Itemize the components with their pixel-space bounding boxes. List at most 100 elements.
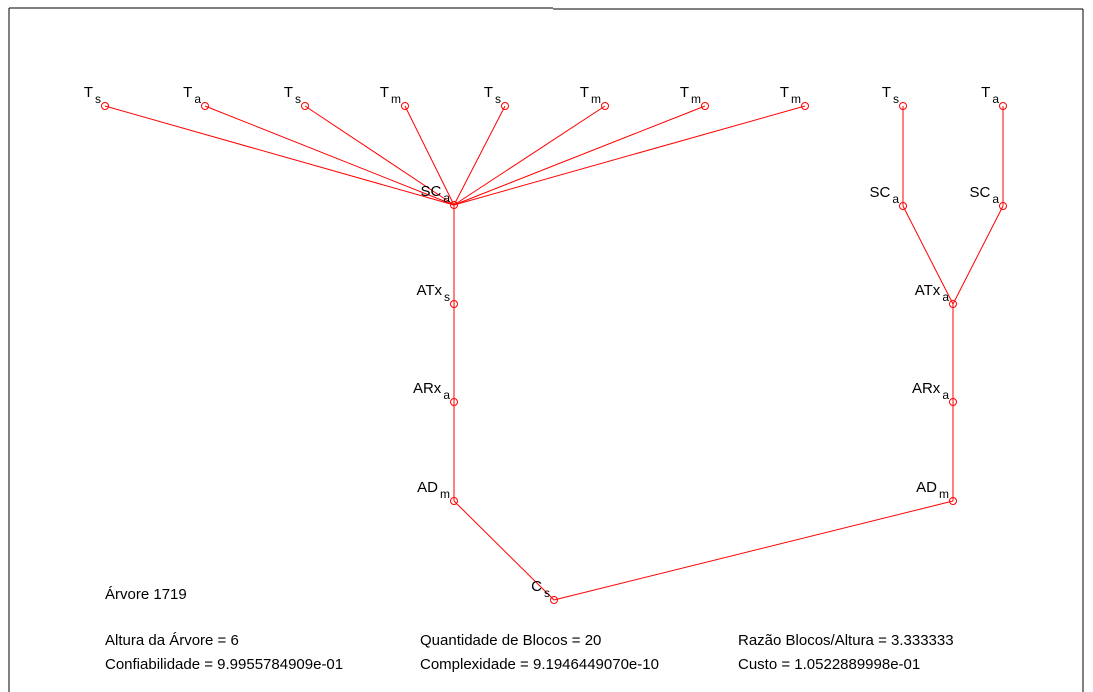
node-label-sub: m: [939, 487, 949, 501]
edge-t1-sc1: [104, 105, 455, 206]
edge-t3-sc1: [304, 105, 455, 206]
node-label-base: SC: [969, 184, 990, 201]
node-sc1: [450, 201, 458, 209]
node-label-base: AD: [417, 479, 438, 496]
quantidade-text: Quantidade de Blocos = 20: [420, 632, 602, 649]
node-label-sub: s: [444, 290, 450, 304]
node-arx1: [450, 398, 458, 406]
node-label-sc3: SC a: [969, 184, 999, 206]
node-t8: [801, 102, 809, 110]
node-t6: [601, 102, 609, 110]
node-label-base: T: [780, 84, 789, 101]
node-label-base: T: [380, 84, 389, 101]
node-label-sub: a: [942, 388, 949, 402]
node-label-base: SC: [420, 183, 441, 200]
node-label-sub: a: [942, 290, 949, 304]
razao-text: Razão Blocos/Altura = 3.333333: [738, 632, 954, 649]
node-label-base: T: [981, 84, 990, 101]
edge-sc3-atx2: [952, 205, 1004, 305]
edge-t4-sc1: [404, 105, 455, 206]
node-label-base: T: [680, 84, 689, 101]
node-sc3: [999, 202, 1007, 210]
node-t9: [899, 102, 907, 110]
node-label-sub: a: [443, 388, 450, 402]
altura-text: Altura da Árvore = 6: [105, 632, 239, 649]
node-label-sub: m: [440, 487, 450, 501]
complexidade-text: Complexidade = 9.1946449070e-10: [420, 656, 659, 673]
node-atx2: [949, 300, 957, 308]
node-ad1: [450, 497, 458, 505]
node-label-arx1: ARx a: [413, 380, 450, 402]
tree-title: Árvore 1719: [105, 586, 187, 603]
tree-edges: [104, 105, 1004, 601]
frame: [8, 7, 1084, 692]
node-label-sub: a: [892, 192, 899, 206]
node-label-sub: a: [194, 92, 201, 106]
node-t3: [301, 102, 309, 110]
node-label-sc2: SC a: [869, 184, 899, 206]
node-c: [550, 596, 558, 604]
node-label-sub: s: [544, 586, 550, 600]
node-label-sub: s: [95, 92, 101, 106]
node-atx1: [450, 300, 458, 308]
node-label-atx1: ATx s: [416, 282, 450, 304]
node-label-base: T: [882, 84, 891, 101]
node-t5: [501, 102, 509, 110]
node-label-base: T: [84, 84, 93, 101]
node-label-sub: m: [691, 92, 701, 106]
custo-text: Custo = 1.0522889998e-01: [738, 656, 921, 673]
node-label-base: ARx: [413, 380, 442, 397]
edge-t8-sc1: [453, 105, 806, 206]
node-label-sub: s: [495, 92, 501, 106]
node-label-base: SC: [869, 184, 890, 201]
node-t10: [999, 102, 1007, 110]
node-label-base: AD: [916, 479, 937, 496]
edge-t2-sc1: [204, 105, 455, 206]
edge-ad1-c: [453, 500, 555, 601]
node-label-base: T: [284, 84, 293, 101]
node-label-base: T: [183, 84, 192, 101]
node-t4: [401, 102, 409, 110]
confiabilidade-text: Confiabilidade = 9.9955784909e-01: [105, 656, 344, 673]
edge-t5-sc1: [453, 105, 506, 206]
edge-t7-sc1: [453, 105, 706, 206]
node-label-base: ATx: [915, 282, 941, 299]
node-label-arx2: ARx a: [912, 380, 949, 402]
node-label-base: ARx: [912, 380, 941, 397]
node-t1: [101, 102, 109, 110]
node-label-sub: m: [591, 92, 601, 106]
node-label-sub: a: [992, 92, 999, 106]
node-label-sub: s: [295, 92, 301, 106]
edge-sc2-atx2: [902, 205, 954, 305]
node-arx2: [949, 398, 957, 406]
node-label-ad1: AD m: [417, 479, 450, 501]
node-label-base: T: [580, 84, 589, 101]
node-label-sub: m: [391, 92, 401, 106]
node-t2: [201, 102, 209, 110]
node-label-sub: a: [443, 191, 450, 205]
node-label-atx2: ATx a: [915, 282, 950, 304]
node-ad2: [949, 497, 957, 505]
node-t7: [701, 102, 709, 110]
node-label-base: ATx: [416, 282, 442, 299]
node-label-base: C: [531, 578, 542, 595]
node-label-base: T: [484, 84, 493, 101]
node-label-sc1: SC a: [420, 183, 450, 205]
node-label-sub: m: [791, 92, 801, 106]
node-label-sub: s: [893, 92, 899, 106]
edge-t6-sc1: [453, 105, 606, 206]
node-label-ad2: AD m: [916, 479, 949, 501]
